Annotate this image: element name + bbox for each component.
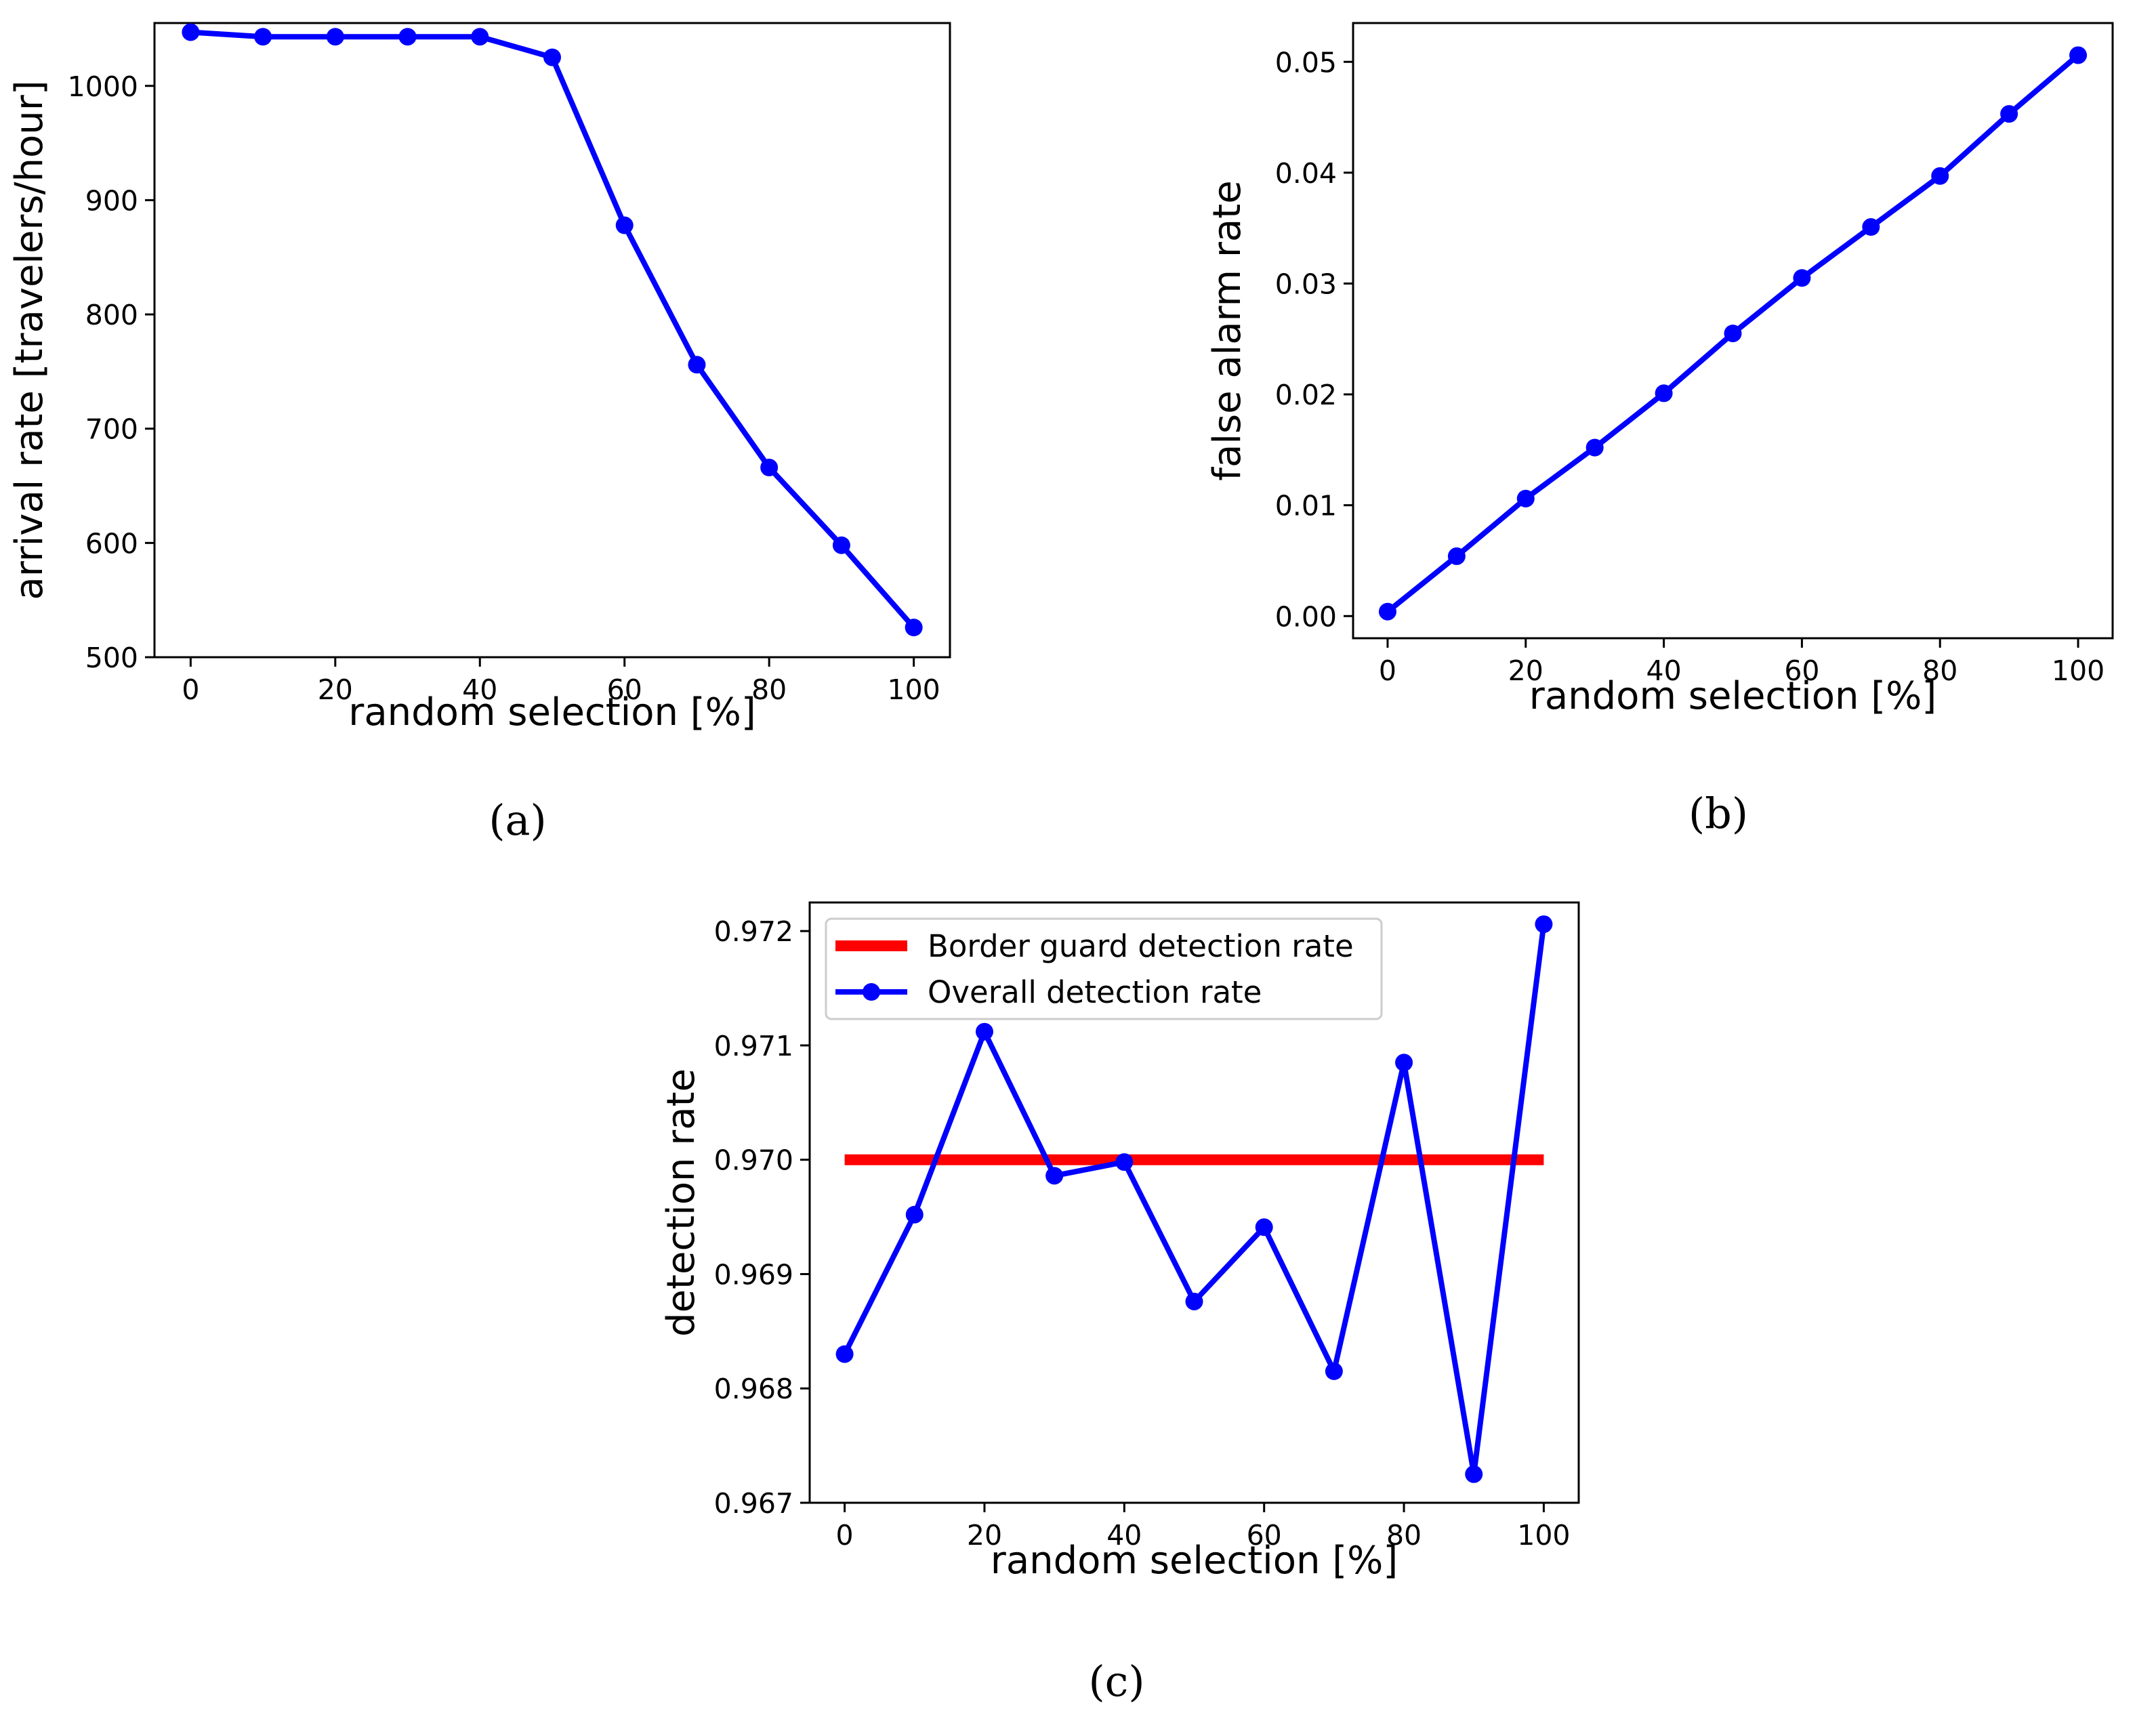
x-tick-label: 60 [607,673,642,706]
data-point [1516,489,1535,507]
chart-a: 0 20 40 60 80 100 500 600 700 800 900 1000 random se… [7,22,951,845]
data-point [1585,438,1604,457]
y-tick-label: 500 [85,642,138,674]
data-point [1115,1153,1134,1171]
data-point [1185,1292,1203,1310]
subfigure-caption: (b) [1688,789,1748,838]
y-axis-label: arrival rate [travelers/hour] [7,80,51,600]
data-point [905,1205,924,1224]
y-tick-label: 0.02 [1275,379,1337,411]
x-axis-label: random selection [%] [1529,674,1936,718]
x-tick-label: 20 [318,673,353,706]
data-point [543,48,561,66]
axes-frame [153,22,951,659]
data-point [1655,384,1673,402]
x-tick-label: 80 [1922,654,1957,687]
data-point [615,216,634,234]
data-point [254,28,272,46]
data-point [1255,1218,1273,1236]
y-tick-label: 0.968 [714,1373,793,1405]
data-point [1931,167,1949,185]
data-point [1862,218,1880,236]
x-tick-label: 60 [1247,1519,1282,1552]
y-tick-label: 0.969 [714,1258,793,1291]
chart-c: 0 20 40 60 80 100 0.967 0.968 0.969 0.970 0.971 0.9… [659,901,1580,1706]
data-point [1447,547,1466,565]
x-axis-label: random selection [%] [991,1539,1398,1583]
x-tick-label: 60 [1784,654,1819,687]
legend-entry-label: Overall detection rate [928,974,1262,1010]
data-point [398,28,417,46]
data-point [835,1345,854,1363]
y-axis-label: detection rate [659,1068,703,1337]
data-point [326,28,344,46]
x-tick-label: 100 [2052,654,2105,687]
y-tick-label: 0.972 [714,915,793,948]
y-tick-label: 0.05 [1275,46,1337,79]
data-point [1378,602,1396,621]
data-point [1793,269,1811,287]
x-tick-label: 20 [1508,654,1543,687]
y-tick-label: 800 [85,299,138,331]
y-tick-label: 600 [85,527,138,560]
y-tick-label: 0.04 [1275,157,1337,190]
x-tick-label: 20 [967,1519,1002,1552]
x-tick-label: 100 [888,673,940,706]
data-point [1395,1054,1413,1072]
y-tick-label: 0.03 [1275,268,1337,300]
data-point [2069,46,2088,64]
subfigure-caption: (c) [1088,1657,1144,1706]
data-point [760,459,779,477]
data-point [1724,325,1742,343]
data-point [1535,915,1553,934]
y-axis-label: false alarm rate [1205,180,1249,480]
legend-entry-label: Border guard detection rate [928,928,1354,964]
x-axis-label: random selection [%] [348,690,755,734]
x-tick-label: 80 [751,673,787,706]
y-tick-label: 0.00 [1275,600,1337,633]
legend: Border guard detection rate Overall detec… [825,917,1383,1020]
x-tick-label: 0 [182,673,199,706]
x-tick-label: 40 [1106,1519,1142,1552]
data-point [688,356,706,374]
x-tick-label: 80 [1386,1519,1422,1552]
x-tick-label: 0 [1379,654,1396,687]
x-tick-label: 40 [1646,654,1682,687]
data-point [2000,105,2018,123]
x-tick-label: 100 [1517,1519,1570,1552]
data-point [1045,1167,1064,1185]
y-tick-label: 1000 [68,70,138,103]
y-tick-label: 900 [85,184,138,217]
data-point [905,619,923,637]
data-point [975,1022,993,1041]
data-point [1465,1465,1483,1483]
subfigure-caption: (a) [489,795,546,845]
y-tick-label: 0.970 [714,1144,793,1177]
chart-b: 0 20 40 60 80 100 0.00 0.01 0.02 0.03 0.04 0.05 rand… [1205,22,2114,838]
data-point [182,23,200,41]
x-tick-label: 40 [462,673,497,706]
y-tick-label: 0.01 [1275,490,1337,522]
x-tick-label: 0 [836,1519,854,1552]
data-point [1325,1362,1343,1380]
data-point [832,536,850,554]
data-point [471,28,489,46]
y-tick-label: 700 [85,413,138,446]
y-tick-label: 0.967 [714,1487,793,1520]
legend-box [825,917,1383,1020]
y-tick-label: 0.971 [714,1030,793,1062]
legend-swatch-overall-marker [863,983,880,1001]
